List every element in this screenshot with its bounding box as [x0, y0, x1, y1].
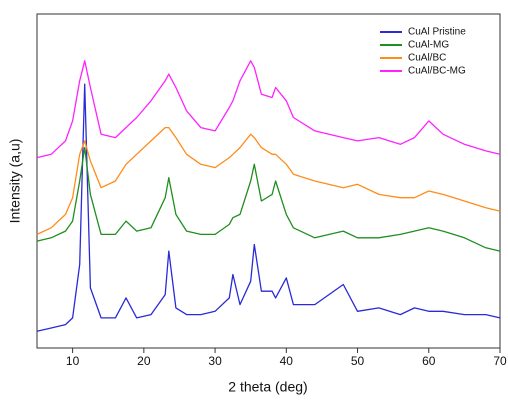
data-line	[36, 126, 501, 235]
x-tick-label: 70	[493, 354, 507, 368]
legend-label: CuAl-MG	[408, 40, 449, 51]
x-tick-label: 40	[280, 354, 294, 368]
legend-label: CuAl/BC	[408, 53, 446, 64]
x-tick-label: 60	[422, 354, 436, 368]
data-line	[36, 146, 501, 252]
x-tick-label: 30	[208, 354, 222, 368]
plot-frame	[36, 13, 501, 349]
y-axis-title: Intensity (a,u)	[7, 139, 23, 224]
data-line	[36, 60, 501, 159]
x-tick-label: 10	[66, 354, 80, 368]
x-axis-title: 2 theta (deg)	[228, 379, 307, 395]
legend-label: CuAl Pristine	[408, 27, 466, 38]
x-tick-label: 20	[137, 354, 151, 368]
x-tick-label: 50	[351, 354, 365, 368]
legend-label: CuAl/BC-MG	[408, 66, 466, 77]
data-line	[36, 83, 501, 332]
